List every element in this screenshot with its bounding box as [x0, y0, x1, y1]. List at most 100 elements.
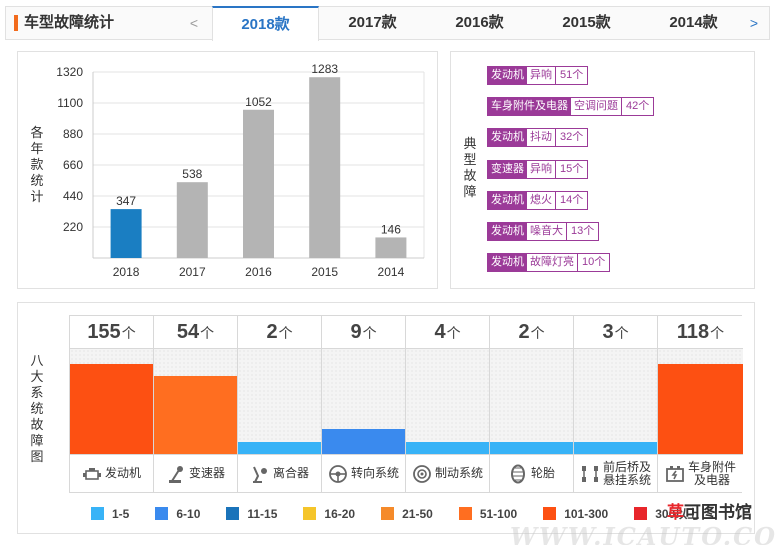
system-column[interactable]: 155个 发动机 — [70, 316, 154, 492]
system-count: 2个 — [238, 316, 321, 349]
system-bar-area — [70, 349, 153, 454]
system-label: 车身附件 及电器 — [658, 454, 743, 492]
tab-2017[interactable]: 2017款 — [348, 14, 397, 31]
legend-swatch — [303, 507, 317, 520]
system-count-value: 3 — [602, 321, 614, 343]
bar-2018[interactable] — [110, 209, 142, 258]
engine-icon — [82, 467, 101, 480]
system-count-unit: 个 — [362, 325, 377, 341]
fault-system: 发动机 — [488, 67, 527, 84]
legend-swatch — [458, 507, 472, 520]
fault-item[interactable]: 发动机 噪音大 13个 — [487, 221, 600, 241]
system-column[interactable]: 2个离合器 — [238, 316, 322, 492]
system-count: 2个 — [490, 316, 573, 349]
system-column[interactable]: 4个制动系统 — [406, 316, 490, 492]
fault-item[interactable]: 发动机 异响 51个 — [487, 66, 589, 85]
electrical-icon — [666, 465, 684, 482]
suspension-icon — [581, 465, 598, 482]
next-year-arrow[interactable]: > — [749, 15, 759, 31]
fault-count: 51个 — [560, 69, 584, 81]
prev-year-arrow[interactable]: < — [189, 15, 199, 31]
fault-system: 发动机 — [488, 129, 527, 147]
legend-item: 51-100 — [458, 505, 543, 522]
bar-2014[interactable] — [375, 237, 407, 258]
y-tick-label: 880 — [63, 127, 83, 141]
bar-2017[interactable] — [176, 182, 208, 258]
system-count-unit: 个 — [530, 325, 545, 341]
y-tick-label: 440 — [63, 189, 83, 203]
fault-issue: 故障灯亮 — [527, 254, 578, 272]
fault-issue: 异响 — [527, 67, 556, 84]
system-label: 发动机 — [70, 454, 153, 492]
system-name: 转向系统 — [350, 466, 399, 480]
tire-icon — [510, 464, 525, 483]
system-count: 4个 — [406, 316, 489, 349]
steering-wheel-icon — [329, 464, 347, 483]
faults-side-label: 典型故障 — [463, 136, 477, 199]
systems-side-label: 八大系统故障图 — [30, 353, 44, 464]
bar-value-label: 347 — [116, 194, 136, 208]
legend-swatch — [91, 507, 104, 520]
system-bar-area — [238, 349, 321, 454]
fault-item[interactable]: 发动机 故障灯亮 10个 — [487, 253, 611, 273]
fault-count: 13个 — [571, 224, 595, 237]
fault-count: 15个 — [560, 162, 584, 175]
tab-2014[interactable]: 2014款 — [669, 14, 718, 31]
fault-item[interactable]: 变速器 异响 15个 — [487, 159, 589, 179]
tab-2018[interactable]: 2018款 — [212, 6, 319, 41]
bar-2015[interactable] — [309, 77, 341, 258]
system-name: 前后桥及 悬挂系统 — [602, 459, 651, 487]
system-column[interactable]: 2个 轮胎 — [490, 316, 574, 492]
system-column[interactable]: 9个转向系统 — [322, 316, 406, 492]
system-column[interactable]: 3个前后桥及 悬挂系统 — [574, 316, 658, 492]
system-count: 9个 — [322, 316, 405, 349]
system-bar — [574, 442, 657, 454]
tab-2015[interactable]: 2015款 — [562, 14, 611, 31]
system-name: 制动系统 — [434, 466, 483, 480]
tab-2016[interactable]: 2016款 — [455, 14, 504, 31]
x-tick-label: 2017 — [179, 265, 206, 279]
fault-count: 32个 — [560, 131, 584, 144]
system-label: 离合器 — [238, 454, 321, 492]
legend-swatch — [634, 507, 648, 520]
system-count-value: 2 — [518, 321, 530, 343]
system-count-value: 54 — [176, 321, 200, 343]
brake-disc-icon — [413, 464, 431, 483]
system-count-value: 118 — [676, 321, 710, 343]
fault-stats-header: 车型故障统计 < 2018款 2017款 2016款 2015款 2014款 > — [5, 6, 770, 41]
legend-item: 11-15 — [226, 505, 303, 522]
system-bar — [490, 442, 573, 454]
fault-issue: 噪音大 — [527, 222, 567, 240]
system-count-value: 9 — [350, 321, 362, 343]
legend-label: 1-5 — [112, 506, 130, 521]
fault-item[interactable]: 发动机 抖动 32个 — [487, 128, 589, 148]
systems-grid: 155个 发动机 54个 变速器 2个 离合器 9个 转向系统 4个 制动系统 2个 轮胎 3个 前后桥及… — [69, 315, 743, 493]
fault-item[interactable]: 车身附件及电器 空调问题 42个 — [487, 97, 655, 117]
system-count-unit: 个 — [446, 325, 461, 341]
system-count: 54个 — [154, 316, 237, 349]
legend-swatch — [543, 507, 557, 520]
fault-system: 车身附件及电器 — [488, 98, 571, 116]
color-legend: 1-5 6-10 11-15 16-20 21-50 51-100 101-300 300以上 — [91, 505, 725, 522]
x-tick-label: 2015 — [311, 265, 338, 279]
fault-system: 变速器 — [488, 160, 527, 178]
system-count-unit: 个 — [121, 325, 136, 341]
system-column[interactable]: 54个变速器 — [154, 316, 238, 492]
fault-system: 发动机 — [488, 254, 527, 272]
system-count-unit: 个 — [710, 325, 725, 341]
system-label: 变速器 — [154, 454, 237, 492]
legend-item: 21-50 — [381, 505, 459, 522]
bar-2016[interactable] — [243, 109, 274, 258]
x-tick-label: 2018 — [113, 265, 140, 279]
y-tick-label: 220 — [63, 220, 83, 234]
fault-item[interactable]: 发动机 熄火 14个 — [487, 190, 589, 210]
system-count: 3个 — [574, 316, 657, 349]
legend-label: 6-10 — [176, 506, 201, 521]
chart-side-label: 各年款统计 — [30, 125, 44, 204]
system-column[interactable]: 118个车身附件 及电器 — [658, 316, 743, 492]
system-count-value: 2 — [266, 321, 278, 343]
fault-system: 发动机 — [488, 191, 527, 209]
legend-item: 1-5 — [91, 505, 155, 522]
fault-count: 14个 — [560, 193, 584, 206]
system-count-value: 4 — [434, 321, 446, 343]
